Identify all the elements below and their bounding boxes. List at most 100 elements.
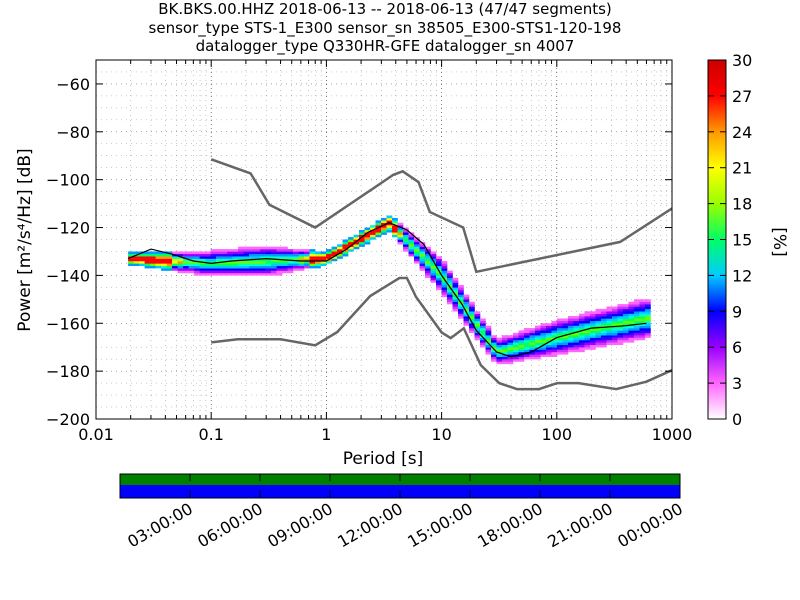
psd-cell	[375, 227, 382, 231]
psd-cell	[523, 340, 530, 343]
psd-cell	[628, 330, 635, 334]
x-tick-label: 0.1	[198, 425, 223, 444]
psd-cell	[507, 340, 514, 343]
psd-cell	[540, 344, 547, 348]
psd-cell	[469, 318, 475, 322]
psd-cell	[480, 342, 486, 346]
psd-cell	[227, 268, 233, 271]
psd-cell	[458, 292, 464, 295]
psd-cell	[551, 332, 558, 336]
psd-cell	[556, 330, 563, 334]
psd-cell	[381, 220, 387, 223]
psd-cell	[249, 251, 255, 255]
psd-cell	[490, 340, 497, 343]
psd-cell	[271, 261, 277, 264]
psd-cell	[155, 251, 162, 255]
psd-cell	[430, 280, 437, 283]
psd-cell	[600, 308, 607, 312]
psd-cell	[458, 296, 464, 300]
psd-cell	[556, 332, 563, 336]
psd-cell	[353, 237, 360, 240]
psd-cell	[309, 253, 316, 257]
psd-cell	[490, 351, 497, 355]
psd-cell	[188, 263, 195, 267]
psd-cell	[392, 229, 398, 233]
psd-cell	[518, 337, 525, 341]
psd-cell	[183, 258, 189, 262]
psd-cell	[436, 258, 442, 262]
psd-cell	[144, 258, 151, 262]
psd-cell	[529, 354, 536, 357]
psd-cell	[584, 320, 591, 324]
psd-cell	[644, 320, 651, 324]
psd-cell	[573, 344, 580, 348]
psd-cell	[271, 258, 277, 262]
psd-cell	[397, 232, 404, 235]
psd-cell	[600, 313, 607, 317]
psd-cell	[534, 351, 541, 355]
y-tick-label: −100	[46, 171, 90, 190]
psd-cell	[436, 287, 442, 290]
psd-cell	[600, 342, 607, 346]
psd-cell	[194, 251, 200, 255]
psd-cell	[469, 323, 475, 326]
psd-cell	[155, 261, 162, 264]
psd-cell	[359, 234, 365, 238]
psd-cell	[600, 316, 607, 319]
psd-cell	[282, 253, 288, 257]
psd-cell	[507, 342, 514, 346]
psd-cell	[216, 273, 222, 276]
psd-cell	[639, 335, 646, 338]
psd-cell	[408, 241, 415, 245]
colorbar-tick-label: 12	[732, 266, 752, 285]
psd-cell	[441, 292, 448, 295]
noise-models	[210, 158, 673, 391]
psd-cell	[485, 330, 492, 334]
psd-cell	[600, 328, 607, 331]
psd-cell	[331, 251, 338, 255]
psd-cell	[578, 328, 585, 331]
psd-cell	[210, 268, 217, 271]
psd-cell	[282, 256, 288, 259]
psd-cell	[436, 261, 442, 264]
psd-cell	[644, 313, 651, 317]
psd-cell	[238, 265, 244, 269]
psd-cell	[606, 337, 613, 341]
psd-cell	[282, 265, 288, 269]
psd-cell	[589, 325, 596, 329]
psd-cell	[392, 222, 398, 226]
psd-cell	[529, 347, 536, 350]
psd-cell	[639, 323, 646, 326]
psd-cell	[392, 232, 398, 235]
psd-cell	[194, 261, 200, 264]
psd-cell	[458, 294, 464, 298]
psd-cell	[441, 287, 448, 290]
psd-cell	[518, 347, 525, 350]
psd-cell	[436, 273, 442, 276]
psd-cell	[447, 294, 453, 298]
psd-cell	[161, 258, 167, 262]
psd-cell	[353, 246, 360, 250]
psd-cell	[474, 320, 481, 324]
psd-cell	[419, 265, 426, 269]
psd-cell	[166, 258, 173, 262]
psd-cell	[573, 332, 580, 336]
psd-cell	[221, 251, 228, 255]
psd-cell	[133, 263, 140, 267]
psd-cell	[628, 328, 635, 331]
psd-cell	[227, 253, 233, 257]
psd-cell	[540, 325, 547, 329]
psd-cell	[419, 261, 426, 264]
psd-cell	[474, 316, 481, 319]
psd-cell	[276, 273, 283, 276]
psd-cell	[589, 332, 596, 336]
psd-cell	[408, 244, 415, 247]
psd-cell	[469, 306, 475, 310]
psd-cell	[578, 344, 585, 348]
psd-cell	[205, 251, 211, 255]
psd-cell	[622, 337, 629, 341]
psd-cell	[414, 253, 420, 257]
psd-cell	[282, 268, 288, 271]
psd-cell	[589, 330, 596, 334]
psd-cell	[480, 323, 486, 326]
